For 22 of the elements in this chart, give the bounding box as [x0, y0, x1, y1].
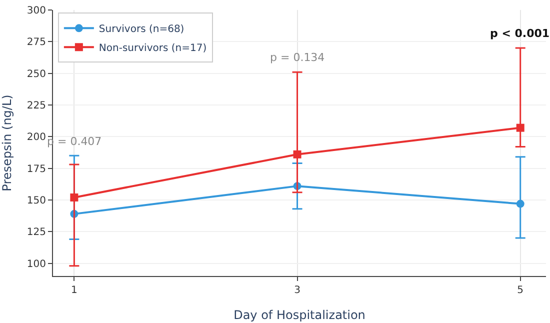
legend-label: Survivors (n=68) [98, 24, 184, 36]
y-tick-label: 175 [26, 164, 46, 175]
y-tick-label: 250 [26, 68, 46, 80]
y-tick-label: 125 [26, 227, 46, 238]
point [516, 124, 524, 132]
legend-label: Non-survivors (n=17) [98, 43, 207, 54]
y-axis-title: Presepsin (ng/L) [0, 94, 14, 192]
y-tick-label: 300 [26, 6, 46, 16]
annotation: p < 0.001 [490, 27, 550, 40]
y-tick-label: 150 [26, 196, 46, 206]
y-tick-label: 225 [26, 100, 46, 112]
annotation: p = 0.134 [270, 51, 325, 64]
x-tick-label: 3 [294, 285, 300, 296]
x-tick-label: 5 [517, 285, 524, 296]
point [293, 150, 302, 158]
point [70, 193, 78, 202]
y-tick-label: 100 [26, 258, 46, 270]
x-tick-label: 1 [71, 285, 78, 296]
point [516, 200, 524, 208]
y-tick-label: 200 [26, 132, 46, 144]
y-tick-label: 275 [26, 37, 46, 48]
x-axis-title: Day of Hospitalization [234, 308, 366, 322]
